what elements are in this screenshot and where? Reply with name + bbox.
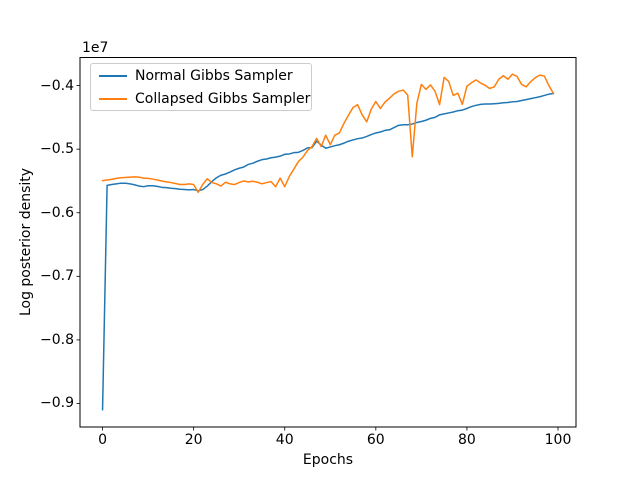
x-tick-label: 100 xyxy=(544,432,572,448)
y-tick-label: −0.5 xyxy=(40,141,74,158)
y-tick-label: −0.6 xyxy=(40,204,74,221)
legend-line-icon xyxy=(99,74,127,77)
x-tick-label: 60 xyxy=(366,432,385,448)
x-tick-label: 0 xyxy=(98,432,107,448)
legend-label: Collapsed Gibbs Sampler xyxy=(135,90,311,107)
legend-label: Normal Gibbs Sampler xyxy=(135,67,293,84)
y-tick-label: −0.4 xyxy=(40,77,74,94)
legend-entry-normal-gibbs: Normal Gibbs Sampler xyxy=(99,64,305,87)
x-tick-label: 40 xyxy=(275,432,294,448)
legend-line-icon xyxy=(99,97,127,100)
x-tick-label: 20 xyxy=(184,432,203,448)
y-tick-label: −0.7 xyxy=(40,268,74,285)
legend: Normal Gibbs Sampler Collapsed Gibbs Sam… xyxy=(90,63,312,111)
legend-entry-collapsed-gibbs: Collapsed Gibbs Sampler xyxy=(99,87,310,110)
series-line-1 xyxy=(101,73,555,194)
axes-frame xyxy=(79,57,577,428)
y-axis-offset-text: 1e7 xyxy=(82,40,109,56)
series-line-0 xyxy=(101,92,555,411)
y-axis-label: Log posterior density xyxy=(18,167,34,317)
x-axis-label: Epochs xyxy=(302,452,354,468)
y-tick-label: −0.9 xyxy=(40,395,74,412)
x-tick-label: 80 xyxy=(457,432,476,448)
y-tick-label: −0.8 xyxy=(40,331,74,348)
